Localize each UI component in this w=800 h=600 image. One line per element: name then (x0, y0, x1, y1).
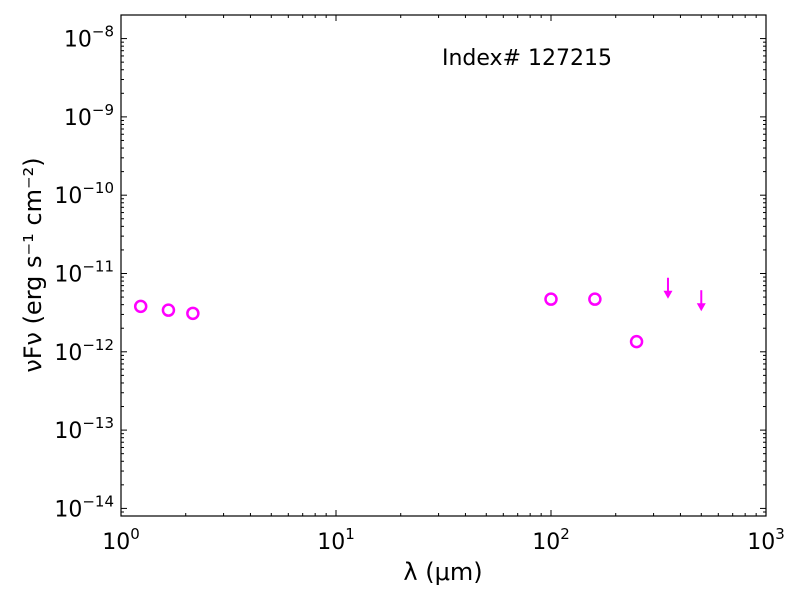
plot-frame (120, 14, 767, 517)
x-tick-label: 102 (532, 525, 570, 555)
y-tick-label: 10−12 (54, 336, 114, 366)
index-annotation: Index# 127215 (442, 46, 612, 71)
detection-point (133, 299, 148, 314)
y-tick-label: 10−10 (54, 179, 114, 209)
upper-limit-head (696, 303, 706, 312)
detection-point (161, 303, 176, 317)
y-axis-label: νFν (erg s⁻¹ cm⁻²) (19, 157, 47, 372)
x-axis-label: λ (μm) (403, 558, 482, 586)
axis-ticks: 100 101 102 103 10−14 10−13 10−12 10−11 10−10 10−… (54, 14, 785, 555)
upper-limit-head (663, 290, 673, 299)
y-tick-label: 10−8 (64, 23, 114, 53)
x-tick-label: 103 (747, 525, 785, 555)
upper-limit-arrow (663, 277, 673, 299)
detection-point (544, 292, 558, 306)
y-tick-label: 10−14 (54, 492, 114, 522)
detection-point (186, 306, 200, 321)
x-tick-label: 101 (317, 525, 355, 555)
y-tick-label: 10−13 (54, 414, 114, 444)
detection-point (588, 292, 602, 306)
x-tick-label: 100 (102, 525, 140, 555)
upper-limit-arrow (696, 290, 706, 312)
y-tick-label: 10−9 (64, 101, 114, 131)
data-marks (133, 277, 706, 349)
detection-point (629, 334, 644, 349)
y-tick-label: 10−11 (54, 257, 114, 287)
